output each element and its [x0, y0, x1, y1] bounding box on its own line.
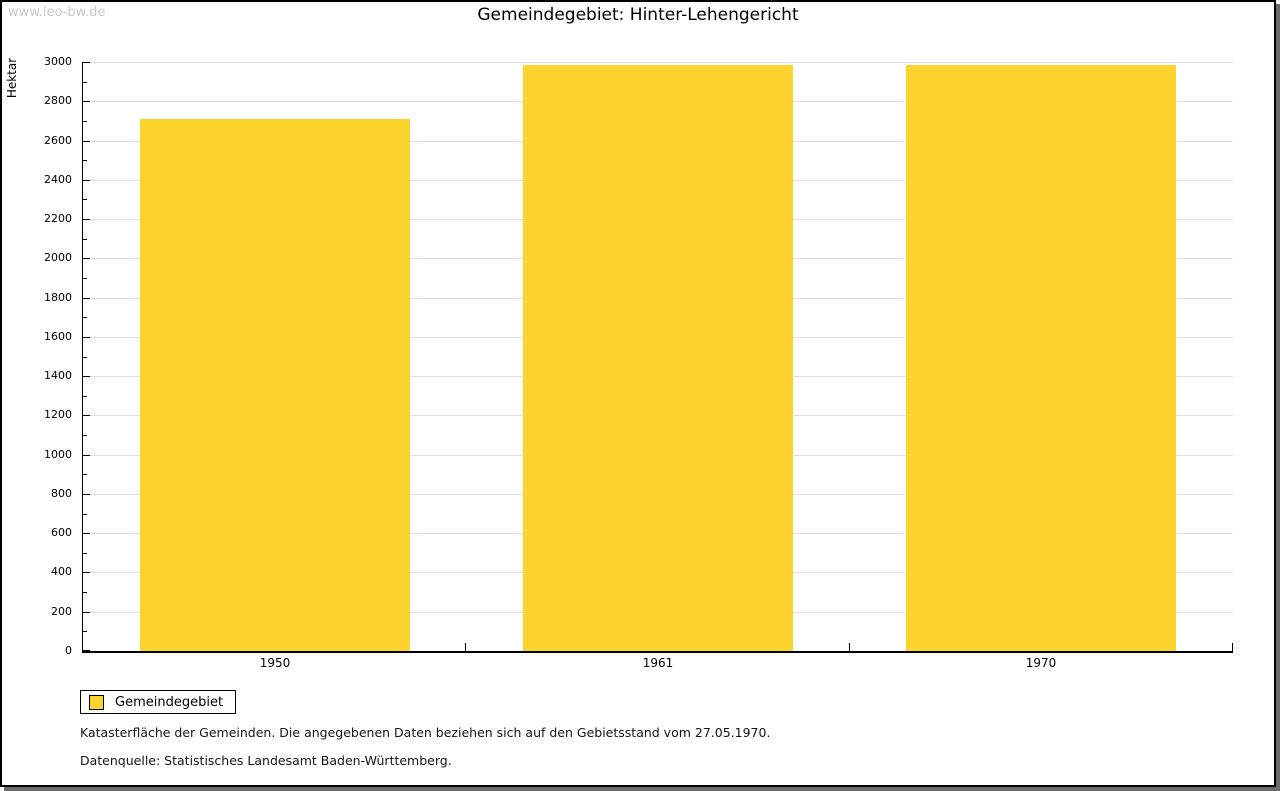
y-tick-label-2400: 2400 — [44, 172, 72, 186]
chart-title: Gemeindegebiet: Hinter-Lehengericht — [477, 5, 799, 25]
y-tick-label-200: 200 — [51, 604, 72, 618]
y-tick-label-3000: 3000 — [44, 55, 72, 68]
y-minor-tick-700 — [83, 513, 87, 515]
y-major-tick-200 — [83, 611, 90, 613]
y-minor-tick-2700 — [83, 120, 87, 122]
y-minor-tick-1700 — [83, 317, 87, 319]
y-minor-tick-1100 — [83, 435, 87, 437]
x-tick-label-1961: 1961 — [642, 656, 674, 670]
footnote-gebietsstand: Katasterfläche der Gemeinden. Die angege… — [80, 725, 771, 740]
y-tick-label-2600: 2600 — [44, 133, 72, 147]
y-major-tick-1400 — [83, 376, 90, 378]
y-major-tick-3000 — [83, 62, 90, 63]
watermark: www.leo-bw.de — [8, 5, 106, 20]
y-major-tick-2400 — [83, 179, 90, 181]
y-minor-tick-1500 — [83, 356, 87, 358]
y-axis-title: Hektar — [5, 57, 19, 99]
x-tick-label-1950: 1950 — [259, 656, 291, 670]
y-major-tick-1200 — [83, 415, 90, 417]
y-major-tick-1600 — [83, 336, 90, 338]
y-major-tick-1800 — [83, 297, 90, 299]
y-tick-label-1800: 1800 — [44, 290, 72, 304]
y-major-tick-0 — [83, 650, 90, 651]
y-minor-tick-500 — [83, 552, 87, 554]
y-minor-tick-900 — [83, 474, 87, 476]
legend-label: Gemeindegebiet — [115, 694, 224, 710]
y-tick-label-0: 0 — [65, 644, 72, 657]
y-tick-label-1600: 1600 — [44, 329, 72, 343]
legend-swatch — [89, 694, 104, 710]
y-tick-label-1000: 1000 — [44, 447, 72, 461]
y-minor-tick-2500 — [83, 160, 87, 162]
y-minor-tick-1900 — [83, 277, 87, 279]
x-boundary-tick-3 — [1232, 643, 1233, 651]
y-minor-tick-300 — [83, 592, 87, 594]
y-major-tick-800 — [83, 493, 90, 495]
y-tick-label-1200: 1200 — [44, 408, 72, 422]
y-tick-label-600: 600 — [51, 526, 72, 540]
y-minor-tick-2100 — [83, 238, 87, 240]
plot-area: 1950 1961 1970 — [82, 62, 1233, 670]
bar-1961 — [523, 65, 793, 651]
bar-1970 — [906, 65, 1176, 651]
x-tick-label-1970: 1970 — [1025, 656, 1057, 670]
y-minor-tick-2900 — [83, 81, 87, 83]
y-major-tick-2000 — [83, 258, 90, 260]
y-tick-label-400: 400 — [51, 565, 72, 579]
y-major-tick-600 — [83, 533, 90, 535]
x-boundary-tick-1 — [465, 643, 466, 651]
gridline-y-3000 — [84, 62, 1233, 63]
y-major-tick-2800 — [83, 101, 90, 103]
y-major-tick-400 — [83, 572, 90, 574]
y-tick-label-800: 800 — [51, 486, 72, 500]
x-boundary-tick-2 — [849, 643, 850, 651]
y-tick-label-2800: 2800 — [44, 94, 72, 108]
y-minor-tick-1300 — [83, 395, 87, 397]
y-minor-tick-100 — [83, 631, 87, 633]
y-major-tick-2200 — [83, 219, 90, 221]
y-tick-label-1400: 1400 — [44, 369, 72, 383]
y-minor-tick-2300 — [83, 199, 87, 201]
y-major-tick-1000 — [83, 454, 90, 456]
footnote-datenquelle: Datenquelle: Statistisches Landesamt Bad… — [80, 753, 452, 768]
y-major-tick-2600 — [83, 140, 90, 142]
y-tick-label-2000: 2000 — [44, 251, 72, 265]
y-tick-label-2200: 2200 — [44, 212, 72, 226]
bar-1950 — [140, 119, 410, 651]
legend-box: Gemeindegebiet — [80, 690, 237, 714]
